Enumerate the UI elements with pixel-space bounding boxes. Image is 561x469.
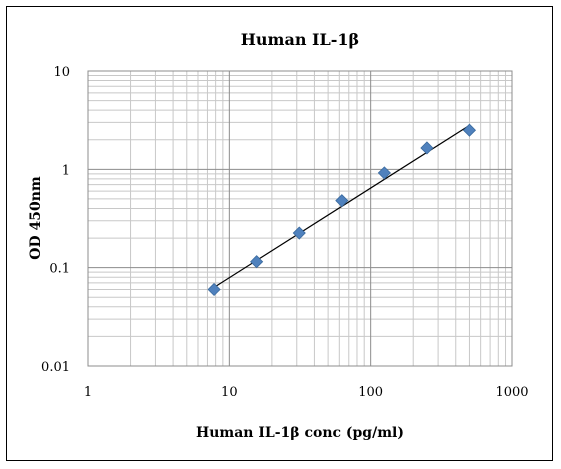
data-point <box>420 141 434 155</box>
x-axis-ticks: 1 10 100 1000 <box>84 385 529 400</box>
y-tick-label: 1 <box>62 163 70 178</box>
y-tick-label: 0.1 <box>49 262 70 277</box>
data-point <box>462 123 477 137</box>
data-point <box>207 282 221 297</box>
data-points <box>207 123 477 297</box>
plot-area <box>87 70 513 367</box>
grid <box>87 70 513 367</box>
x-axis-label: Human IL-1β conc (pg/ml) <box>196 425 404 441</box>
data-point <box>335 194 349 208</box>
y-tick-label: 10 <box>53 65 70 80</box>
chart-frame <box>6 6 553 461</box>
x-tick-label: 10 <box>221 385 238 400</box>
y-tick-label: 0.01 <box>41 360 70 375</box>
x-tick-label: 100 <box>358 385 383 400</box>
data-point <box>292 226 306 240</box>
data-point <box>250 255 264 269</box>
x-tick-label: 1000 <box>495 385 528 400</box>
y-axis-label: OD 450nm <box>28 176 44 260</box>
x-tick-label: 1 <box>84 385 92 400</box>
chart-title: Human IL-1β <box>241 30 359 49</box>
y-axis-ticks: 0.01 0.1 1 10 <box>41 65 70 375</box>
data-point <box>377 166 391 180</box>
